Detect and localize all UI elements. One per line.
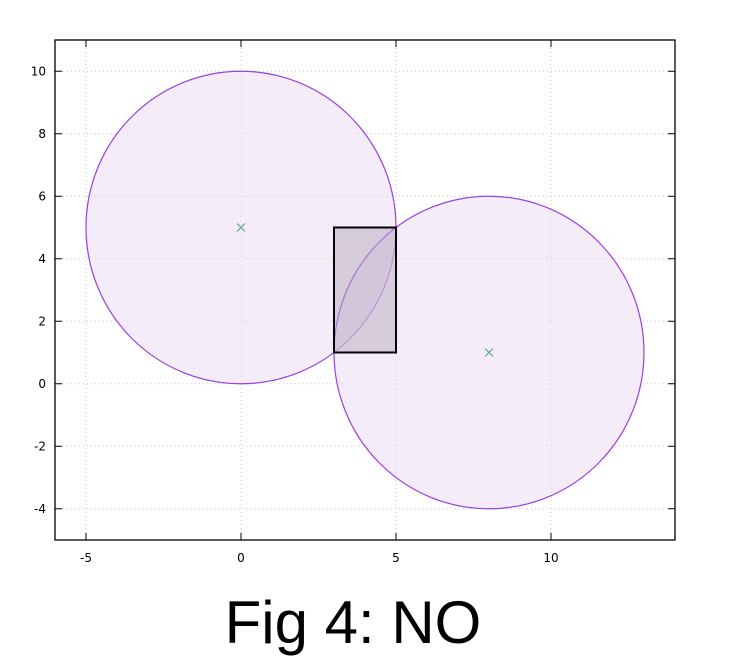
center-marker: [484, 348, 494, 357]
y-tick-label: 6: [38, 189, 46, 203]
y-tick-label: 0: [38, 377, 46, 391]
center-marker: [236, 223, 246, 232]
center-markers: [236, 223, 494, 357]
y-tick-label: 10: [31, 64, 46, 78]
x-tick-label: 10: [543, 551, 558, 565]
y-tick-label: 2: [38, 314, 46, 328]
x-tick-label: -5: [80, 551, 92, 565]
grid: [55, 40, 675, 540]
y-tick-label: 4: [38, 252, 46, 266]
axes-ticks: -5 0 5 10 -4 -2 0 2 4 6 8 10: [31, 40, 675, 565]
y-tick-label: -4: [34, 502, 46, 516]
y-tick-label: 8: [38, 127, 46, 141]
plot-frame: [54, 39, 676, 541]
figure-caption: Fig 4: NO: [224, 589, 482, 656]
x-tick-label: 5: [392, 551, 400, 565]
y-tick-label: -2: [34, 439, 46, 453]
x-tick-label: 0: [237, 551, 245, 565]
rectangle: [333, 226, 397, 354]
